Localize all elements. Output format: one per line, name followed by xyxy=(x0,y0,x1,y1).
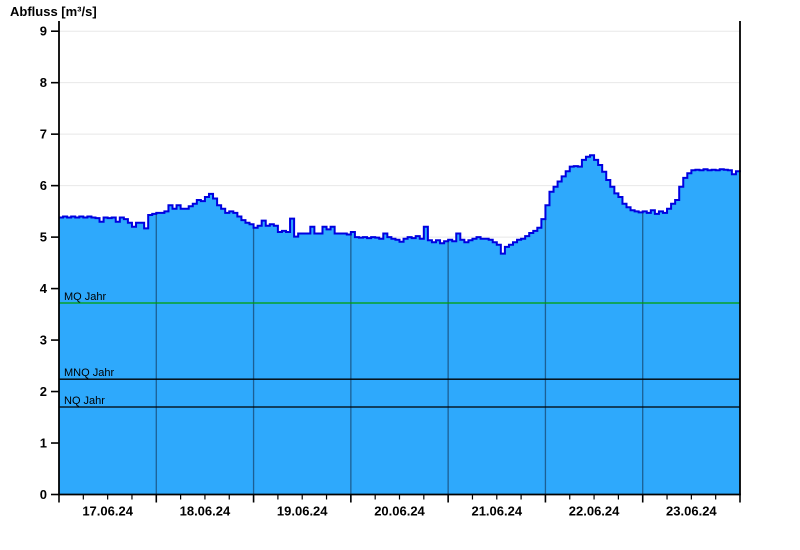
reference-line-label-mnq-jahr: MNQ Jahr xyxy=(64,367,114,379)
axis-labels-layer: 0 1 2 3 4 5 6 7 8 9 17.06.24 18.06.24 19.06.24 20.06.… xyxy=(40,24,718,519)
day-boundary-lines-layer xyxy=(155,155,644,495)
y-tick-label: 3 xyxy=(40,333,47,348)
discharge-area xyxy=(59,155,740,495)
y-tick-label: 8 xyxy=(40,75,47,90)
discharge-line xyxy=(59,154,741,255)
x-tick-label: 21.06.24 xyxy=(471,504,522,519)
x-tick-label: 20.06.24 xyxy=(374,504,425,519)
reference-line-label-nq-jahr: NQ Jahr xyxy=(64,395,105,407)
y-tick-label: 5 xyxy=(40,230,47,245)
axes-layer xyxy=(51,21,741,503)
x-tick-label: 23.06.24 xyxy=(666,504,717,519)
y-tick-label: 6 xyxy=(40,178,47,193)
x-tick-label: 19.06.24 xyxy=(277,504,328,519)
x-tick-label: 18.06.24 xyxy=(180,504,231,519)
chart-title: Abfluss [m³/s] xyxy=(10,4,97,19)
y-tick-label: 7 xyxy=(40,127,47,142)
reference-lines-layer: MQ Jahr MNQ Jahr NQ Jahr xyxy=(59,291,740,408)
area-layer xyxy=(59,155,740,495)
y-tick-label: 1 xyxy=(40,436,47,451)
x-tick-label: 22.06.24 xyxy=(569,504,620,519)
y-tick-label: 4 xyxy=(40,281,48,296)
y-tick-label: 9 xyxy=(40,24,47,39)
y-tick-label: 2 xyxy=(40,384,47,399)
x-tick-label: 17.06.24 xyxy=(82,504,133,519)
y-tick-label: 0 xyxy=(40,487,47,502)
series-line-layer xyxy=(59,154,741,255)
reference-line-label-mq-jahr: MQ Jahr xyxy=(64,291,107,303)
